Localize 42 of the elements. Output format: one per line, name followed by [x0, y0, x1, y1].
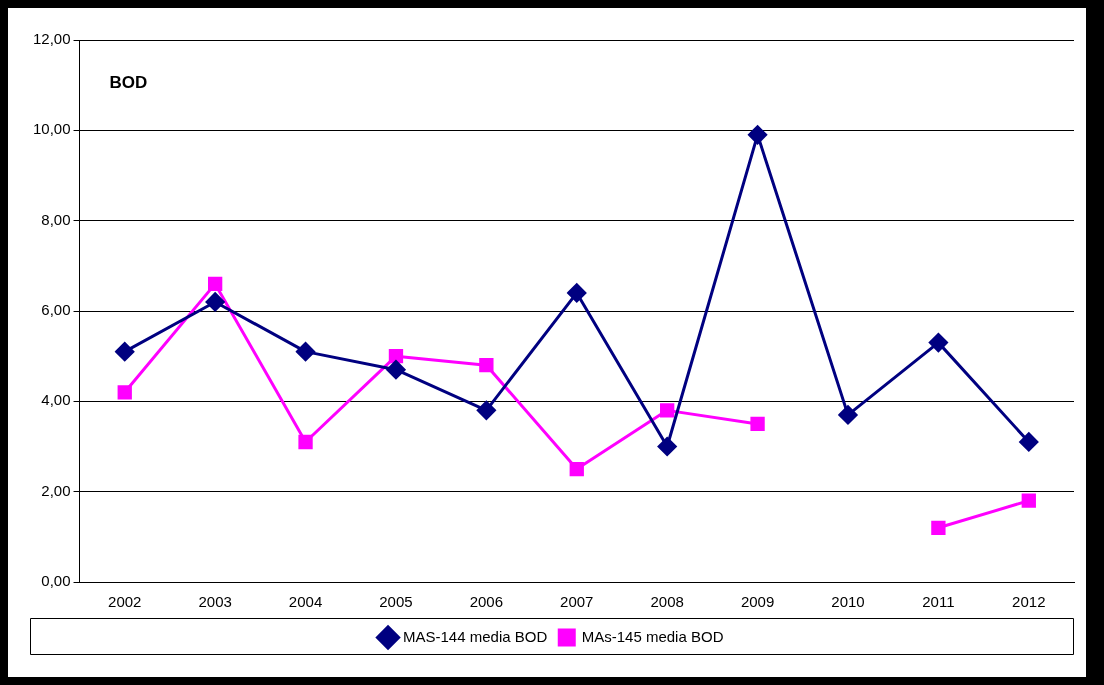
x-tick-label: 2012	[1012, 593, 1046, 611]
point	[838, 405, 858, 425]
point	[115, 342, 135, 362]
point	[296, 342, 316, 362]
point	[660, 403, 675, 418]
point	[298, 434, 313, 450]
y-tick-label: 8,00	[41, 210, 71, 228]
x-tick-label: 2005	[379, 593, 413, 611]
x-tick-label: 2007	[560, 593, 594, 611]
y-tick-label: 10,00	[32, 120, 71, 138]
y-tick-label: 4,00	[41, 391, 71, 409]
legend-label: MAS-144 media BOD	[403, 627, 548, 645]
point	[569, 461, 584, 477]
point	[386, 360, 406, 380]
point	[479, 358, 494, 373]
point	[205, 292, 225, 312]
x-tick-label: 2002	[108, 593, 142, 611]
point	[117, 385, 132, 400]
point	[476, 400, 496, 420]
point	[567, 283, 587, 303]
y-tick-label: 6,00	[41, 301, 71, 319]
point	[750, 416, 765, 432]
point	[1021, 493, 1036, 508]
y-tick-label: 12,00	[32, 30, 71, 48]
x-tick-label: 2006	[469, 593, 504, 611]
point	[657, 437, 677, 456]
point	[207, 276, 223, 292]
x-tick-label: 2011	[922, 593, 955, 611]
point	[928, 333, 948, 353]
point	[388, 349, 404, 364]
y-tick-label: 0,00	[41, 572, 71, 590]
legend-label: MAs-145 media BOD	[581, 627, 724, 645]
x-tick-label: 2008	[650, 593, 684, 611]
x-tick-label: 2009	[740, 593, 775, 611]
x-tick-label: 2010	[831, 593, 865, 611]
point	[931, 520, 946, 535]
point	[1019, 432, 1039, 452]
y-tick-label: 2,00	[41, 481, 71, 499]
x-tick-label: 2004	[288, 593, 323, 611]
point	[748, 125, 768, 145]
x-tick-label: 2003	[198, 593, 232, 611]
text: BOD	[109, 73, 148, 93]
